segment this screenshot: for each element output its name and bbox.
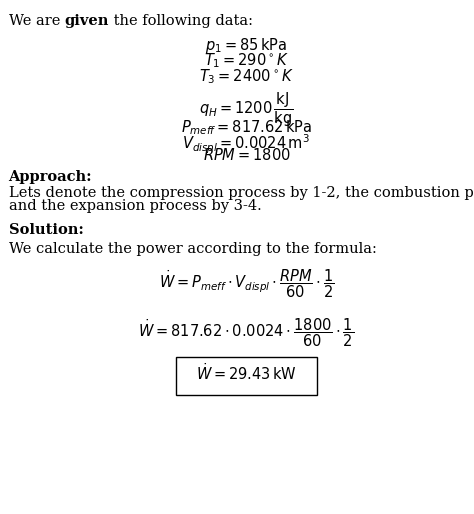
Text: $\dot{W} = 29.43\,\mathrm{kW}$: $\dot{W} = 29.43\,\mathrm{kW}$: [196, 362, 297, 383]
Text: $T_3 = 2400^\circ K$: $T_3 = 2400^\circ K$: [199, 67, 294, 85]
Text: $P_{meff} = 817.62\,\mathrm{kPa}$: $P_{meff} = 817.62\,\mathrm{kPa}$: [181, 118, 312, 137]
Text: Lets denote the compression process by 1-2, the combustion process by 2-3: Lets denote the compression process by 1…: [9, 186, 474, 200]
Text: $\dot{W} = 817.62 \cdot 0.0024 \cdot \dfrac{1800}{60} \cdot \dfrac{1}{2}$: $\dot{W} = 817.62 \cdot 0.0024 \cdot \df…: [138, 316, 355, 348]
Text: We are: We are: [9, 14, 64, 28]
Text: We calculate the power according to the formula:: We calculate the power according to the …: [9, 242, 376, 255]
Text: $q_H = 1200\,\dfrac{\mathrm{kJ}}{\mathrm{kg}}$: $q_H = 1200\,\dfrac{\mathrm{kJ}}{\mathrm…: [199, 90, 294, 128]
Text: $p_1 = 85\,\mathrm{kPa}$: $p_1 = 85\,\mathrm{kPa}$: [205, 36, 288, 55]
Text: and the expansion process by 3-4.: and the expansion process by 3-4.: [9, 199, 261, 213]
Text: the following data:: the following data:: [109, 14, 253, 28]
Text: Approach:: Approach:: [9, 170, 92, 183]
Text: $\dot{W} = P_{meff} \cdot V_{displ} \cdot \dfrac{RPM}{60} \cdot \dfrac{1}{2}$: $\dot{W} = P_{meff} \cdot V_{displ} \cdo…: [159, 267, 334, 300]
Text: $V_{displ} = 0.0024\,\mathrm{m}^3$: $V_{displ} = 0.0024\,\mathrm{m}^3$: [182, 133, 310, 156]
Text: $T_1 = 290^\circ K$: $T_1 = 290^\circ K$: [204, 51, 289, 70]
FancyBboxPatch shape: [176, 357, 317, 395]
Text: given: given: [64, 14, 109, 28]
Text: $RPM = 1800$: $RPM = 1800$: [202, 147, 291, 163]
Text: Solution:: Solution:: [9, 223, 83, 237]
